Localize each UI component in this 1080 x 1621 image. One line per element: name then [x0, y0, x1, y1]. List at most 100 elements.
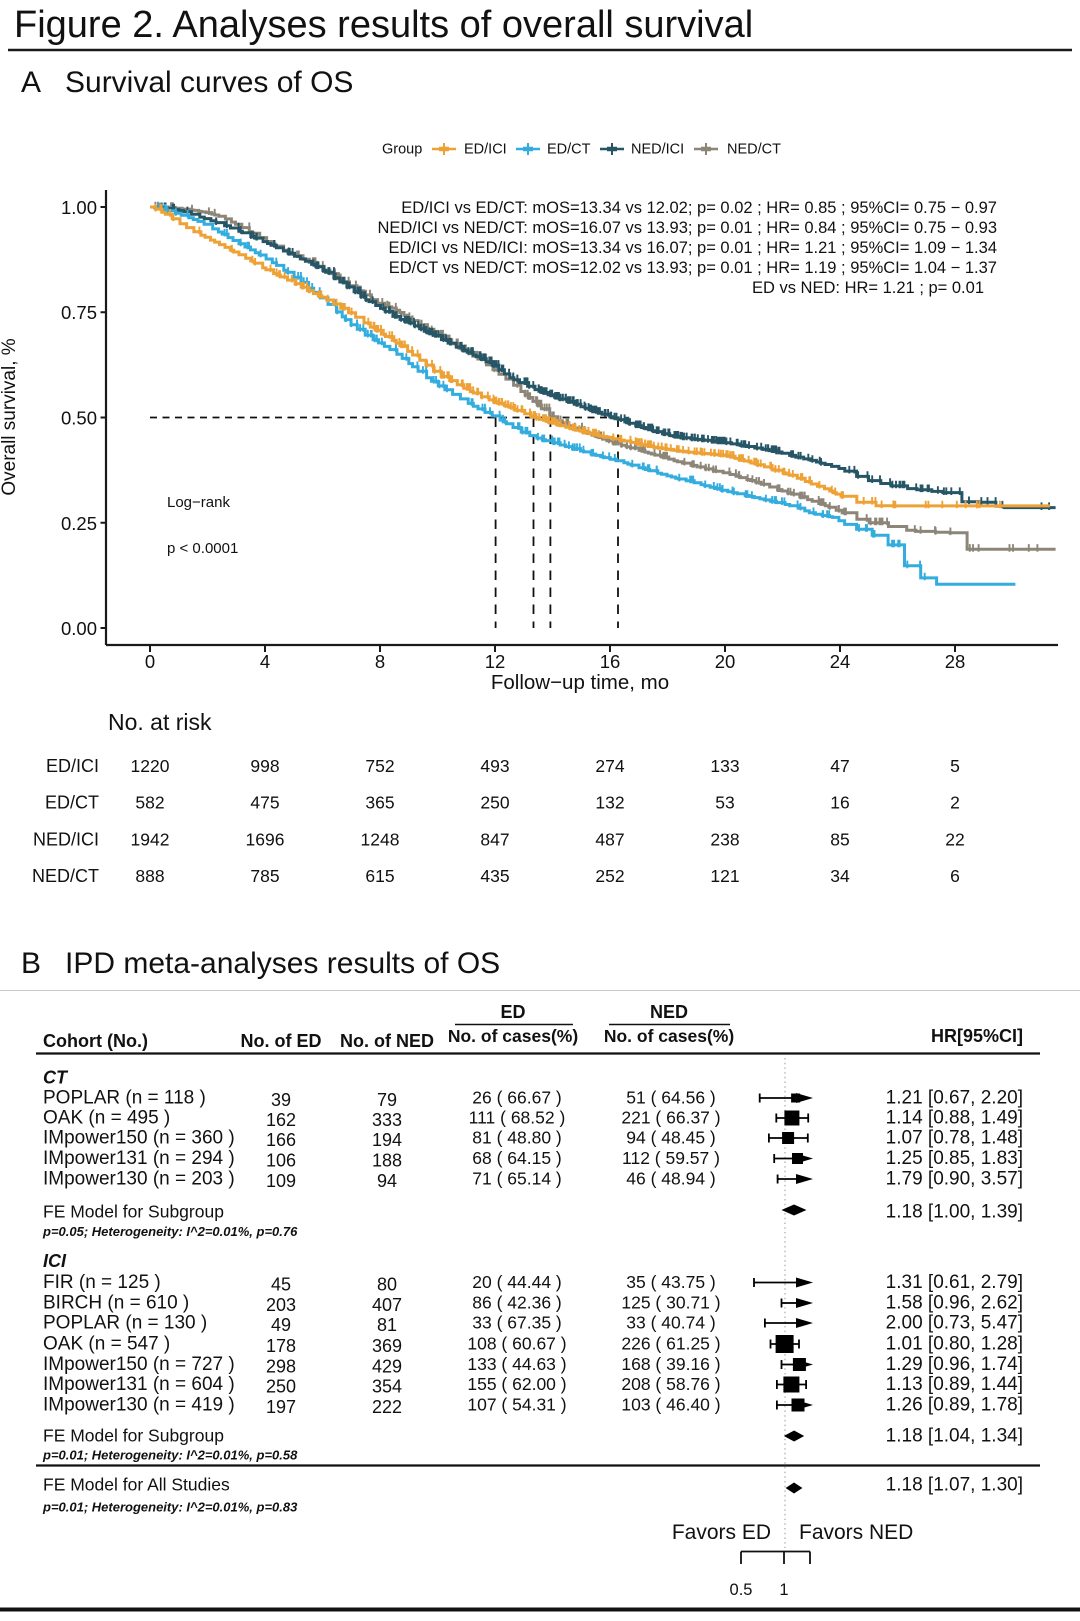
svg-text:Follow−up time, mo: Follow−up time, mo [491, 671, 669, 694]
svg-text:47: 47 [830, 756, 849, 776]
svg-text:1.01 [0.80, 1.28]: 1.01 [0.80, 1.28] [886, 1334, 1023, 1355]
svg-text:NED: NED [650, 1002, 688, 1022]
svg-text:155 ( 62.00 ): 155 ( 62.00 ) [467, 1374, 566, 1394]
svg-text:333: 333 [372, 1110, 402, 1130]
svg-text:22: 22 [945, 829, 964, 849]
svg-text:39: 39 [271, 1090, 291, 1110]
svg-text:1696: 1696 [246, 829, 285, 849]
svg-text:298: 298 [266, 1357, 296, 1377]
svg-text:ED/CT: ED/CT [547, 142, 591, 158]
svg-text:1.21 [0.67, 2.20]: 1.21 [0.67, 2.20] [886, 1088, 1023, 1109]
svg-text:POPLAR (n = 130 ): POPLAR (n = 130 ) [43, 1313, 207, 1334]
svg-text:IMpower130 (n = 203 ): IMpower130 (n = 203 ) [43, 1169, 235, 1190]
svg-text:46 ( 48.94 ): 46 ( 48.94 ) [626, 1169, 716, 1189]
svg-text:1.25 [0.85, 1.83]: 1.25 [0.85, 1.83] [886, 1148, 1023, 1169]
svg-text:NED/CT: NED/CT [727, 142, 781, 158]
svg-text:ED/ICI: ED/ICI [464, 142, 507, 158]
svg-text:1.58 [0.96, 2.62]: 1.58 [0.96, 2.62] [886, 1293, 1023, 1314]
svg-text:0.5: 0.5 [730, 1581, 753, 1599]
svg-text:752: 752 [365, 756, 394, 776]
svg-text:1.18 [1.00, 1.39]: 1.18 [1.00, 1.39] [886, 1202, 1023, 1223]
svg-text:94 ( 48.45 ): 94 ( 48.45 ) [626, 1128, 716, 1148]
svg-text:252: 252 [595, 866, 624, 886]
svg-text:OAK (n = 495 ): OAK (n = 495 ) [43, 1108, 170, 1129]
svg-text:1220: 1220 [131, 756, 170, 776]
svg-text:16: 16 [600, 651, 621, 672]
svg-text:CT: CT [43, 1068, 69, 1088]
svg-text:28: 28 [945, 651, 966, 672]
svg-text:No. at risk: No. at risk [108, 709, 212, 735]
svg-text:121: 121 [710, 866, 739, 886]
svg-text:582: 582 [135, 793, 164, 813]
svg-text:274: 274 [595, 756, 624, 776]
svg-text:2: 2 [950, 793, 960, 813]
svg-text:998: 998 [250, 756, 279, 776]
svg-text:FE Model for Subgroup: FE Model for Subgroup [43, 1202, 224, 1222]
svg-text:p=0.01; Heterogeneity: I^2=0.0: p=0.01; Heterogeneity: I^2=0.01%, p=0.58 [42, 1448, 298, 1463]
svg-text:108 ( 60.67 ): 108 ( 60.67 ) [467, 1334, 566, 1354]
svg-text:166: 166 [266, 1130, 296, 1150]
svg-text:133 ( 44.63 ): 133 ( 44.63 ) [467, 1354, 566, 1374]
svg-text:B: B [21, 947, 41, 980]
svg-text:HR[95%CI]: HR[95%CI] [931, 1026, 1023, 1046]
svg-text:487: 487 [595, 829, 624, 849]
svg-text:133: 133 [710, 756, 739, 776]
svg-text:51 ( 64.56 ): 51 ( 64.56 ) [626, 1088, 716, 1108]
svg-text:Group: Group [382, 142, 422, 158]
svg-text:197: 197 [266, 1397, 296, 1417]
svg-text:85: 85 [830, 829, 849, 849]
svg-text:IPD meta-analyses results of O: IPD meta-analyses results of OS [65, 947, 500, 980]
svg-text:354: 354 [372, 1377, 402, 1397]
svg-text:1248: 1248 [361, 829, 400, 849]
svg-text:407: 407 [372, 1295, 402, 1315]
svg-text:16: 16 [830, 793, 849, 813]
svg-text:IMpower131 (n = 294 ): IMpower131 (n = 294 ) [43, 1148, 235, 1169]
svg-text:1.31 [0.61, 2.79]: 1.31 [0.61, 2.79] [886, 1272, 1023, 1293]
svg-text:81 ( 48.80 ): 81 ( 48.80 ) [472, 1128, 562, 1148]
svg-text:103 ( 46.40 ): 103 ( 46.40 ) [621, 1395, 720, 1415]
svg-text:615: 615 [365, 866, 394, 886]
svg-text:475: 475 [250, 793, 279, 813]
svg-text:ED/CT vs NED/CT: mOS=12.02 vs: ED/CT vs NED/CT: mOS=12.02 vs 13.93; p= … [389, 259, 997, 277]
svg-text:188: 188 [372, 1151, 402, 1171]
svg-text:80: 80 [377, 1275, 397, 1295]
svg-text:NED/ICI vs NED/CT: mOS=16.07 v: NED/ICI vs NED/CT: mOS=16.07 vs 13.93; p… [377, 219, 997, 237]
svg-text:178: 178 [266, 1336, 296, 1356]
svg-text:71 ( 65.14 ): 71 ( 65.14 ) [472, 1169, 562, 1189]
svg-text:1.26 [0.89, 1.78]: 1.26 [0.89, 1.78] [886, 1395, 1023, 1416]
svg-text:369: 369 [372, 1336, 402, 1356]
svg-text:1.18 [1.07, 1.30]: 1.18 [1.07, 1.30] [886, 1475, 1023, 1496]
svg-text:ED vs NED: HR= 1.21 ; p= 0.01: ED vs NED: HR= 1.21 ; p= 0.01 [752, 279, 984, 297]
svg-text:1.00: 1.00 [61, 197, 97, 218]
svg-text:p < 0.0001: p < 0.0001 [167, 540, 238, 557]
svg-text:493: 493 [480, 756, 509, 776]
svg-text:847: 847 [480, 829, 509, 849]
svg-text:IMpower150 (n = 727 ): IMpower150 (n = 727 ) [43, 1354, 235, 1375]
svg-text:NED/ICI: NED/ICI [33, 829, 99, 849]
svg-text:Figure 2. Analyses results of: Figure 2. Analyses results of overall su… [14, 4, 753, 46]
svg-text:FE Model for All Studies: FE Model for All Studies [43, 1475, 230, 1495]
svg-text:125 ( 30.71 ): 125 ( 30.71 ) [621, 1293, 720, 1313]
svg-text:8: 8 [375, 651, 385, 672]
svg-text:53: 53 [715, 793, 734, 813]
svg-text:107 ( 54.31 ): 107 ( 54.31 ) [467, 1395, 566, 1415]
svg-text:0.50: 0.50 [61, 408, 97, 429]
svg-text:A: A [21, 66, 41, 99]
svg-text:Overall survival, %: Overall survival, % [0, 338, 20, 495]
svg-text:106: 106 [266, 1151, 296, 1171]
svg-text:Log−rank: Log−rank [167, 494, 230, 511]
svg-text:33 ( 40.74 ): 33 ( 40.74 ) [626, 1313, 716, 1333]
svg-text:No. of cases(%): No. of cases(%) [448, 1026, 578, 1046]
svg-text:Favors ED: Favors ED [672, 1521, 771, 1544]
svg-text:ED/ICI vs ED/CT: mOS=13.34 vs: ED/ICI vs ED/CT: mOS=13.34 vs 12.02; p= … [401, 199, 997, 217]
svg-text:OAK (n = 547 ): OAK (n = 547 ) [43, 1334, 170, 1355]
svg-text:112 ( 59.57 ): 112 ( 59.57 ) [622, 1148, 720, 1168]
svg-text:5: 5 [950, 756, 960, 776]
svg-text:888: 888 [135, 866, 164, 886]
svg-text:Survival curves of OS: Survival curves of OS [65, 66, 353, 99]
svg-text:NED/CT: NED/CT [32, 866, 99, 886]
svg-text:132: 132 [595, 793, 624, 813]
svg-text:1.13 [0.89, 1.44]: 1.13 [0.89, 1.44] [886, 1374, 1023, 1395]
svg-text:1.18 [1.04, 1.34]: 1.18 [1.04, 1.34] [886, 1426, 1023, 1447]
svg-text:ED: ED [500, 1002, 525, 1022]
